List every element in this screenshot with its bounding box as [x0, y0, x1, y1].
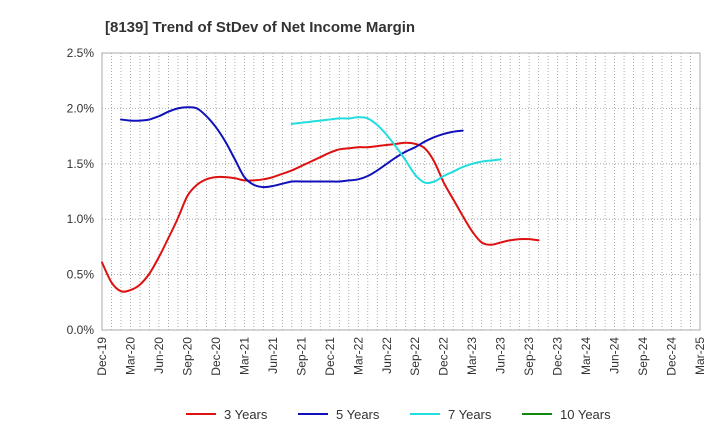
x-tick-label: Dec-21 [323, 337, 337, 376]
x-tick-label: Sep-23 [522, 337, 536, 376]
y-tick-label: 1.5% [67, 157, 95, 171]
x-tick-label: Mar-24 [579, 337, 593, 375]
legend-label-10-years: 10 Years [560, 407, 611, 422]
x-tick-label: Jun-20 [152, 337, 166, 374]
x-tick-label: Dec-19 [95, 337, 109, 376]
legend-label-5-years: 5 Years [336, 407, 380, 422]
x-tick-label: Sep-24 [636, 337, 650, 376]
plot-area [101, 52, 701, 331]
x-axis: Dec-19 Mar-20 Jun-20 Sep-20 Dec-20 Mar-21 Jun-… [95, 337, 707, 376]
x-tick-label: Jun-24 [608, 337, 622, 374]
x-tick-label: Jun-21 [266, 337, 280, 374]
y-tick-label: 2.0% [67, 101, 95, 115]
x-tick-label: Jun-22 [380, 337, 394, 374]
x-tick-label: Mar-25 [693, 337, 707, 375]
x-tick-label: Dec-22 [437, 337, 451, 376]
x-tick-label: Sep-20 [180, 337, 194, 376]
chart-title: [8139] Trend of StDev of Net Income Marg… [105, 19, 415, 36]
x-tick-label: Dec-23 [551, 337, 565, 376]
legend: 3 Years 5 Years 7 Years 10 Years [186, 407, 611, 422]
series-line-7-years [290, 116, 502, 185]
legend-label-7-years: 7 Years [448, 407, 492, 422]
legend-label-3-years: 3 Years [224, 407, 268, 422]
y-tick-label: 2.5% [67, 46, 95, 60]
y-tick-label: 0.5% [67, 268, 95, 282]
x-tick-label: Dec-24 [665, 337, 679, 376]
x-tick-label: Mar-22 [351, 337, 365, 375]
y-tick-label: 1.0% [67, 212, 95, 226]
y-tick-label: 0.0% [67, 323, 95, 337]
series-line-3-years [101, 141, 540, 293]
x-tick-label: Jun-23 [494, 337, 508, 374]
x-tick-label: Sep-22 [408, 337, 422, 376]
x-tick-label: Mar-23 [465, 337, 479, 375]
series-layer [101, 106, 540, 293]
x-tick-label: Mar-20 [123, 337, 137, 375]
x-tick-label: Sep-21 [294, 337, 308, 376]
y-axis: 0.0% 0.5% 1.0% 1.5% 2.0% 2.5% [67, 46, 95, 337]
x-tick-label: Dec-20 [209, 337, 223, 376]
series-line-5-years [120, 106, 464, 189]
x-tick-label: Mar-21 [237, 337, 251, 375]
